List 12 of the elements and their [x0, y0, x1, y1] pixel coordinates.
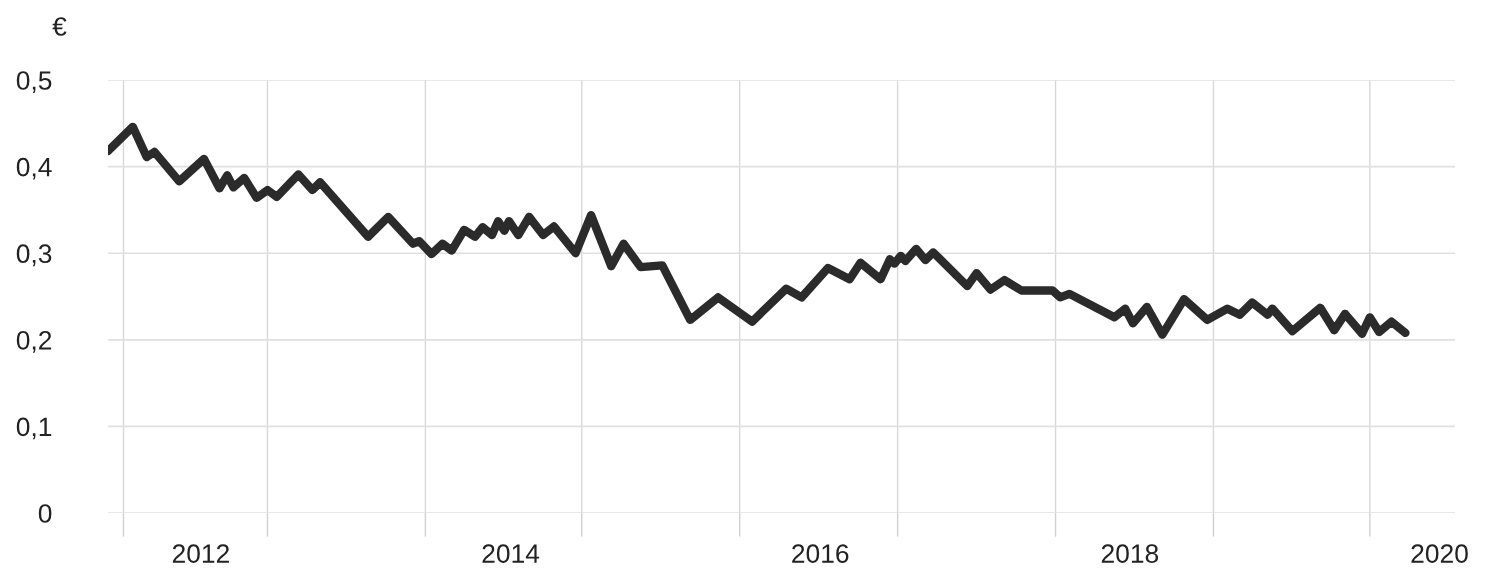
- x-tick-label: 2016: [792, 544, 849, 563]
- y-tick-label: 0,2: [16, 330, 52, 353]
- x-tick-label: 2018: [1101, 544, 1159, 563]
- y-tick-label: 0,4: [16, 157, 52, 180]
- x-tick-label: 2020: [1411, 544, 1468, 563]
- y-tick-label: 0,5: [16, 71, 52, 93]
- y-tick-label: 0,1: [16, 417, 52, 440]
- x-tick-label: 2012: [172, 544, 229, 563]
- y-tick-label: 0,3: [16, 244, 52, 267]
- y-tick-label: 0: [38, 504, 52, 523]
- y-axis-title: €: [52, 17, 67, 36]
- x-tick-label: 2014: [482, 544, 540, 563]
